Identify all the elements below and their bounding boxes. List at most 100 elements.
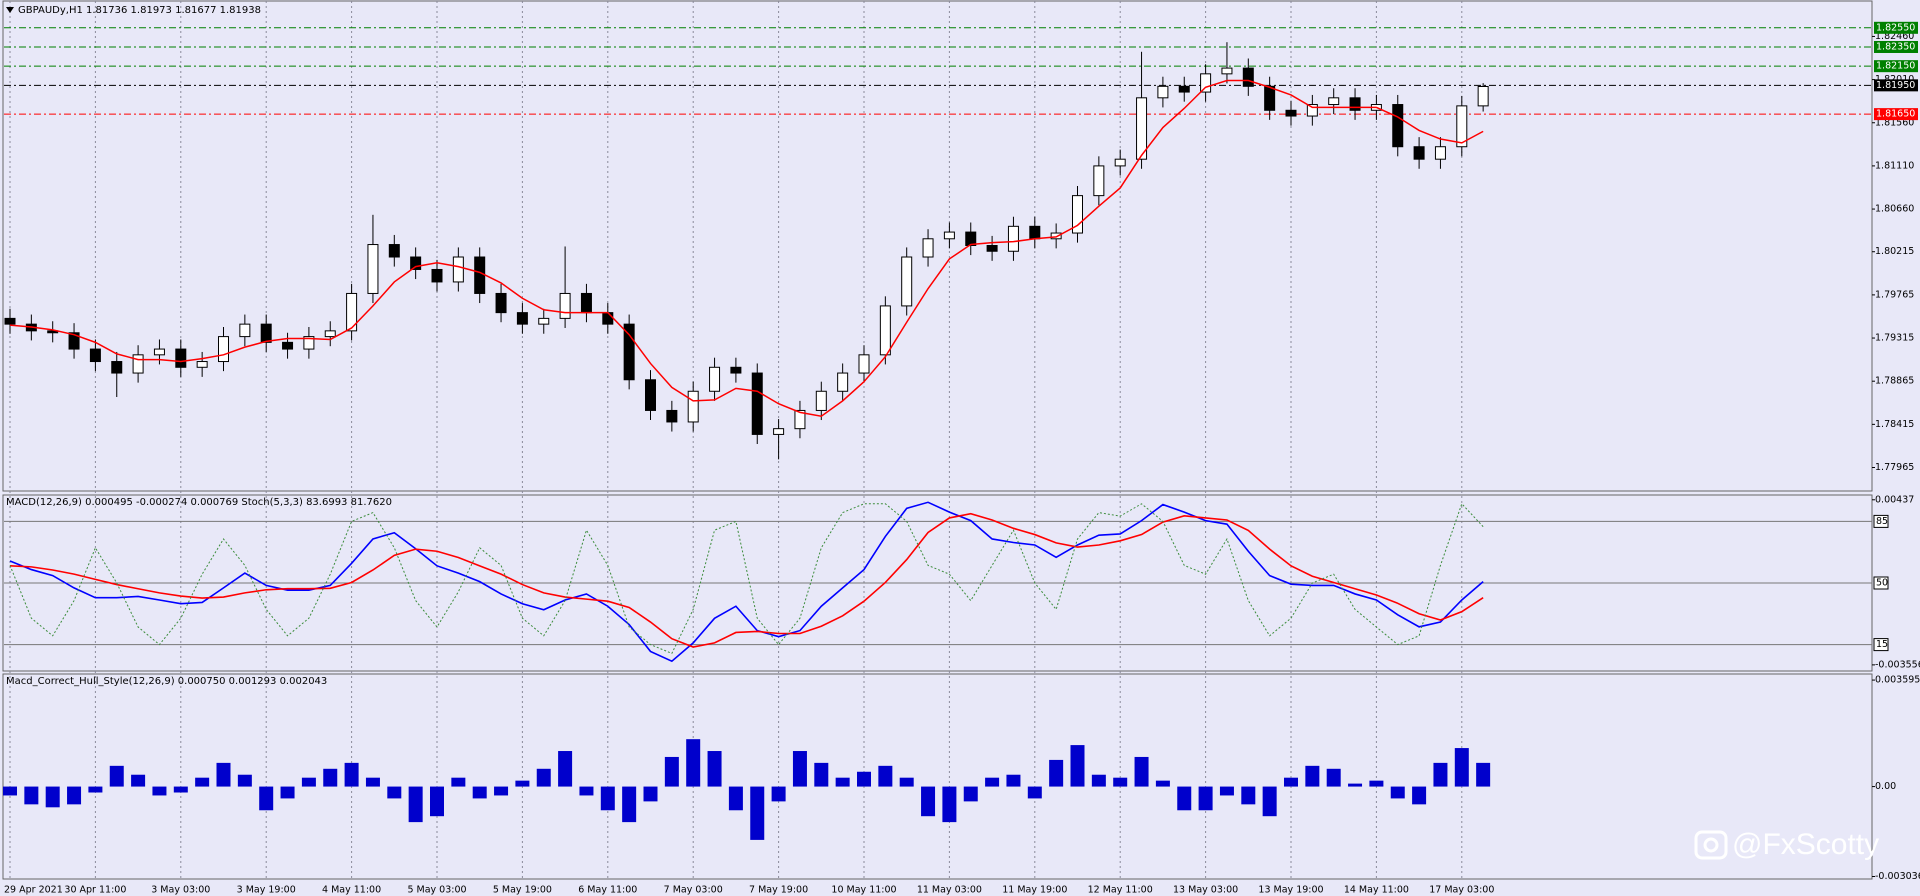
candle-body xyxy=(965,231,977,246)
candle-body xyxy=(1328,97,1340,106)
watermark: @FxScotty xyxy=(1694,828,1879,861)
histogram-bar xyxy=(835,777,850,787)
histogram-bar xyxy=(131,774,146,787)
candle-body xyxy=(196,361,208,368)
histogram-bar xyxy=(1134,756,1149,787)
histogram-bar xyxy=(494,786,509,796)
histogram-bar xyxy=(1476,762,1491,787)
y-tick-label: -0.003036 xyxy=(1875,871,1920,882)
candle-body xyxy=(132,354,144,374)
candle-body xyxy=(1093,165,1105,197)
histogram-bar xyxy=(579,786,594,796)
histogram-bar xyxy=(1326,768,1341,787)
histogram-bar xyxy=(771,786,786,802)
histogram-bar xyxy=(323,768,338,787)
y-tick-label: 0.00 xyxy=(1875,781,1896,792)
candle-body xyxy=(1072,195,1083,234)
x-tick-label: 17 May 03:00 xyxy=(1429,885,1494,896)
x-tick-label: 10 May 11:00 xyxy=(831,885,896,896)
candle-body xyxy=(452,256,464,283)
main-title: GBPAUDy,H1 1.81736 1.81973 1.81677 1.819… xyxy=(18,5,261,16)
price-level-box xyxy=(1874,79,1918,92)
histogram-bar xyxy=(24,786,39,805)
candle-body xyxy=(516,312,528,325)
histogram-bar xyxy=(430,786,444,817)
candle-body xyxy=(837,372,849,392)
histogram-bar xyxy=(707,751,722,787)
candle-body xyxy=(68,332,80,350)
histogram-bar xyxy=(408,786,423,823)
x-tick-label: 14 May 11:00 xyxy=(1344,885,1409,896)
histogram-bar xyxy=(1369,780,1384,787)
candle-body xyxy=(1306,104,1318,117)
hull-pane xyxy=(2,673,1873,880)
histogram-bar xyxy=(728,786,743,811)
candle-body xyxy=(986,245,998,252)
x-tick-label: 11 May 19:00 xyxy=(1002,885,1067,896)
histogram-bar xyxy=(1113,777,1128,787)
y-tick-label: 0.00437 xyxy=(1875,494,1914,505)
histogram-bar xyxy=(899,777,914,787)
candle-body xyxy=(858,354,870,374)
price-level-label: 1.81950 xyxy=(1876,80,1915,91)
candle-body xyxy=(282,341,294,350)
candle-body xyxy=(410,256,422,270)
histogram-bar xyxy=(1412,786,1427,805)
x-tick-label: 30 Apr 11:00 xyxy=(64,885,126,896)
candle-body xyxy=(1456,105,1468,148)
candle-body xyxy=(602,312,614,325)
histogram-bar xyxy=(1070,745,1085,787)
histogram-bar xyxy=(1454,748,1469,787)
histogram-bar xyxy=(365,777,380,787)
candle-body xyxy=(1477,86,1489,107)
candle-body xyxy=(1221,67,1233,75)
y-tick-label: 1.80215 xyxy=(1875,246,1914,257)
candle-body xyxy=(538,317,550,325)
histogram-bar xyxy=(280,786,295,799)
camera-icon xyxy=(1694,830,1728,860)
histogram-bar xyxy=(472,786,487,799)
x-tick-label: 4 May 11:00 xyxy=(322,885,381,896)
series-line xyxy=(9,79,1484,417)
candle-body xyxy=(1434,146,1446,160)
histogram-bar xyxy=(536,768,551,787)
candle-body xyxy=(239,323,251,338)
candle-body xyxy=(794,409,806,430)
candle-body xyxy=(922,238,934,258)
y-tick-label: -0.003556 xyxy=(1875,659,1920,670)
histogram-bar xyxy=(664,756,679,787)
histogram-bar xyxy=(1305,765,1320,787)
candle-body xyxy=(495,292,507,314)
level-label: 85 xyxy=(1876,516,1888,527)
y-tick-label: 1.79315 xyxy=(1875,333,1914,344)
candle-body xyxy=(1136,97,1148,160)
candle-body xyxy=(730,366,742,374)
x-tick-label: 7 May 19:00 xyxy=(749,885,808,896)
candle-body xyxy=(773,428,785,435)
histogram-bar xyxy=(792,751,807,787)
x-tick-label: 13 May 19:00 xyxy=(1258,885,1323,896)
candle-body xyxy=(623,323,635,381)
camera-lens xyxy=(1703,837,1719,853)
menu-arrow[interactable] xyxy=(6,7,14,13)
candle-body xyxy=(645,379,656,411)
price-level-label: 1.82350 xyxy=(1876,41,1915,52)
histogram-bar xyxy=(1177,786,1192,811)
candle-body xyxy=(1392,104,1404,148)
candle-body xyxy=(89,348,101,363)
x-tick-label: 6 May 11:00 xyxy=(578,885,637,896)
price-level-box xyxy=(1874,60,1918,73)
histogram-bar xyxy=(1433,762,1448,787)
histogram-bar xyxy=(1390,786,1405,799)
x-tick-label: 5 May 03:00 xyxy=(407,885,466,896)
histogram-bar xyxy=(109,765,124,787)
histogram-bar xyxy=(814,762,829,787)
histogram-bar xyxy=(1091,774,1106,787)
candle-body xyxy=(879,305,891,356)
histogram-bar xyxy=(921,786,936,817)
candle-body xyxy=(943,231,955,240)
macd-title: MACD(12,26,9) 0.000495 -0.000274 0.00076… xyxy=(6,497,392,508)
histogram-bar xyxy=(3,786,17,796)
histogram-bar xyxy=(942,786,957,823)
y-tick-label: 1.82460 xyxy=(1875,31,1914,42)
